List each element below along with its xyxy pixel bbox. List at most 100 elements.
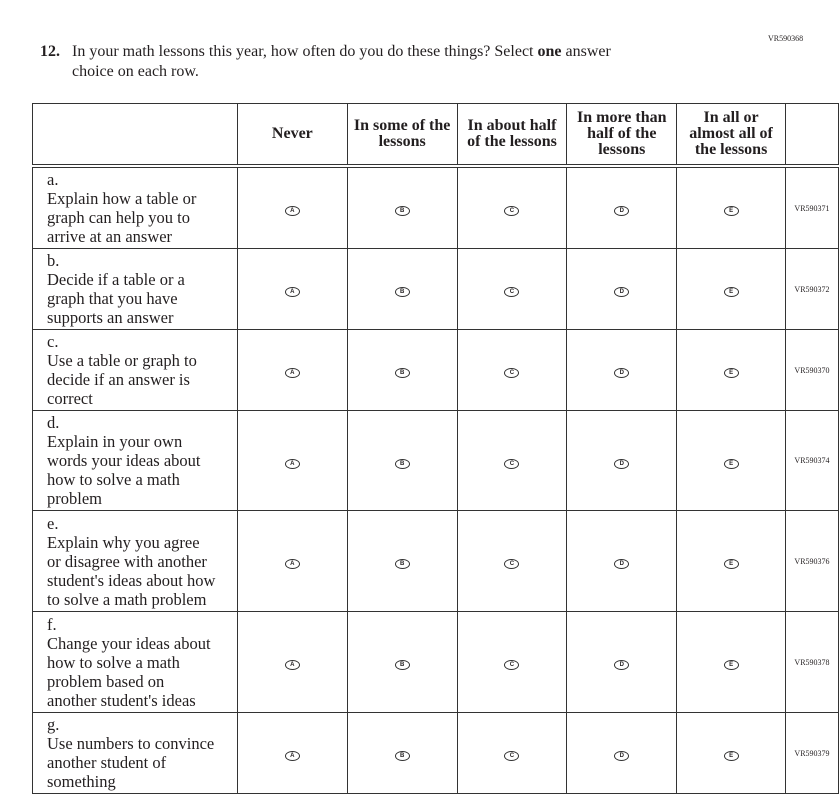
row-item-code: VR590370 — [784, 329, 839, 411]
answer-bubble-e[interactable]: E — [723, 206, 739, 216]
answer-cell[interactable]: E — [676, 611, 786, 713]
row-statement: c.Use a table or graph to decide if an a… — [32, 329, 238, 411]
answer-bubble-a[interactable]: A — [284, 206, 300, 216]
answer-cell[interactable]: E — [676, 410, 786, 511]
answer-cell[interactable]: D — [566, 410, 678, 511]
row-statement: a.Explain how a table or graph can help … — [32, 165, 238, 249]
answer-cell[interactable]: D — [566, 248, 678, 330]
row-item-code: VR590371 — [784, 165, 839, 249]
table-row: b.Decide if a table or a graph that you … — [32, 248, 839, 330]
answer-cell[interactable]: E — [676, 510, 786, 612]
answer-bubble-a[interactable]: A — [284, 287, 300, 297]
answer-cell[interactable]: D — [566, 611, 678, 713]
answer-cell[interactable]: A — [236, 248, 348, 330]
answer-cell[interactable]: B — [346, 712, 458, 794]
column-header: In all or almost all of the lessons — [676, 103, 786, 168]
answer-bubble-d[interactable]: D — [614, 368, 630, 378]
row-statement: d.Explain in your own words your ideas a… — [32, 410, 238, 511]
answer-cell[interactable]: D — [566, 329, 678, 411]
answer-cell[interactable]: A — [236, 510, 348, 612]
answer-bubble-b[interactable]: B — [394, 368, 410, 378]
answer-bubble-e[interactable]: E — [723, 559, 739, 569]
answer-cell[interactable]: E — [676, 165, 786, 249]
answer-bubble-e[interactable]: E — [723, 458, 739, 469]
answer-bubble-c[interactable]: C — [504, 660, 520, 670]
table-row: e.Explain why you agree or disagree with… — [32, 510, 839, 612]
answer-cell[interactable]: D — [566, 510, 678, 612]
answer-bubble-e[interactable]: E — [723, 660, 739, 670]
answer-bubble-c[interactable]: C — [504, 206, 520, 216]
answer-cell[interactable]: C — [456, 410, 568, 511]
answer-cell[interactable]: B — [346, 510, 458, 612]
answer-cell[interactable]: B — [346, 329, 458, 411]
answer-cell[interactable]: D — [566, 712, 678, 794]
answer-cell[interactable]: C — [456, 712, 568, 794]
answer-bubble-d[interactable]: D — [614, 287, 630, 297]
answer-bubble-c[interactable]: C — [504, 751, 520, 761]
row-item-code: VR590374 — [784, 410, 839, 511]
column-header: Never — [236, 103, 348, 168]
answer-bubble-e[interactable]: E — [723, 287, 739, 297]
row-statement: g.Use numbers to convince another studen… — [32, 712, 238, 794]
answer-bubble-b[interactable]: B — [394, 206, 410, 216]
row-item-code: VR590376 — [784, 510, 839, 612]
answer-bubble-b[interactable]: B — [394, 559, 410, 569]
row-statement: b.Decide if a table or a graph that you … — [32, 248, 238, 330]
answer-cell[interactable]: B — [346, 611, 458, 713]
response-grid: Never In some of the lessons In about half… — [32, 103, 839, 794]
answer-bubble-d[interactable]: D — [614, 458, 630, 469]
table-row: a.Explain how a table or graph can help … — [32, 165, 839, 249]
answer-cell[interactable]: A — [236, 329, 348, 411]
answer-bubble-b[interactable]: B — [394, 458, 410, 469]
answer-cell[interactable]: B — [346, 410, 458, 511]
column-header: In about half of the lessons — [456, 103, 568, 168]
answer-cell[interactable]: B — [346, 248, 458, 330]
answer-bubble-d[interactable]: D — [614, 559, 630, 569]
answer-cell[interactable]: A — [236, 410, 348, 511]
answer-bubble-a[interactable]: A — [284, 458, 300, 469]
answer-cell[interactable]: E — [676, 248, 786, 330]
answer-bubble-c[interactable]: C — [504, 368, 520, 378]
row-statement: e.Explain why you agree or disagree with… — [32, 510, 238, 612]
header-blank — [32, 103, 238, 168]
answer-bubble-c[interactable]: C — [504, 458, 520, 469]
table-row: f.Change your ideas about how to solve a… — [32, 611, 839, 713]
answer-cell[interactable]: C — [456, 165, 568, 249]
answer-cell[interactable]: B — [346, 165, 458, 249]
answer-bubble-b[interactable]: B — [394, 287, 410, 297]
answer-bubble-d[interactable]: D — [614, 660, 630, 670]
table-row: d.Explain in your own words your ideas a… — [32, 410, 839, 511]
answer-bubble-b[interactable]: B — [394, 751, 410, 761]
answer-cell[interactable]: A — [236, 611, 348, 713]
table-row: c.Use a table or graph to decide if an a… — [32, 329, 839, 411]
answer-bubble-a[interactable]: A — [284, 751, 300, 761]
answer-bubble-e[interactable]: E — [723, 751, 739, 761]
answer-cell[interactable]: A — [236, 165, 348, 249]
answer-bubble-d[interactable]: D — [614, 206, 630, 216]
column-header: In some of the lessons — [346, 103, 458, 168]
question-text: 12. In your math lessons this year, how o… — [40, 43, 611, 80]
row-item-code: VR590372 — [784, 248, 839, 330]
row-statement: f.Change your ideas about how to solve a… — [32, 611, 238, 713]
row-item-code: VR590379 — [784, 712, 839, 794]
column-header: In more than half of the lessons — [566, 103, 678, 168]
answer-bubble-d[interactable]: D — [614, 751, 630, 761]
answer-cell[interactable]: E — [676, 329, 786, 411]
answer-cell[interactable]: D — [566, 165, 678, 249]
answer-bubble-b[interactable]: B — [394, 660, 410, 670]
answer-bubble-a[interactable]: A — [284, 559, 300, 569]
answer-bubble-e[interactable]: E — [723, 368, 739, 378]
header-code-blank — [784, 103, 839, 168]
table-row: g.Use numbers to convince another studen… — [32, 712, 839, 794]
answer-cell[interactable]: C — [456, 248, 568, 330]
question-number: 12. — [40, 43, 60, 60]
answer-bubble-a[interactable]: A — [284, 368, 300, 378]
answer-cell[interactable]: C — [456, 611, 568, 713]
answer-bubble-a[interactable]: A — [284, 660, 300, 670]
answer-cell[interactable]: C — [456, 510, 568, 612]
answer-cell[interactable]: E — [676, 712, 786, 794]
answer-cell[interactable]: A — [236, 712, 348, 794]
answer-bubble-c[interactable]: C — [504, 559, 520, 569]
answer-bubble-c[interactable]: C — [504, 287, 520, 297]
answer-cell[interactable]: C — [456, 329, 568, 411]
